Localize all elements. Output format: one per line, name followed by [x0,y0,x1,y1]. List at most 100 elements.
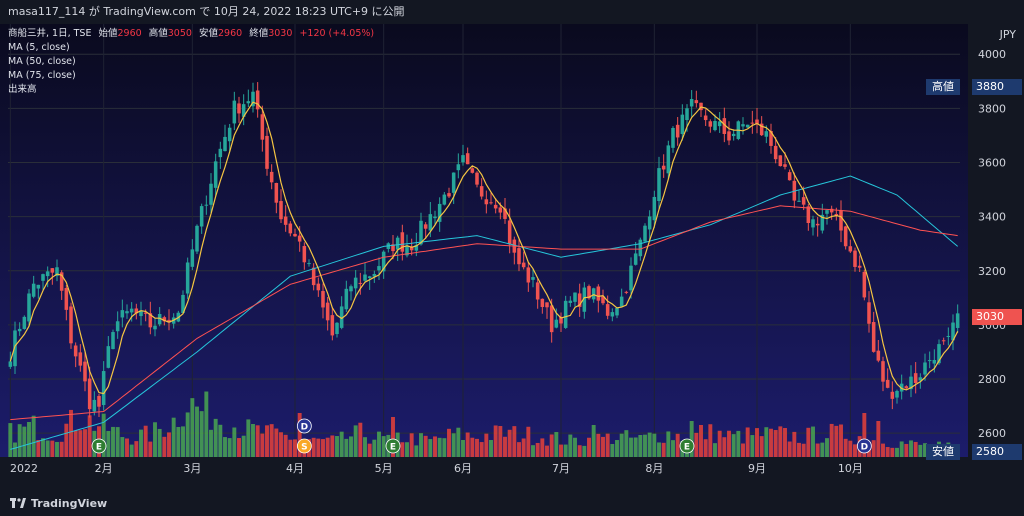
candle-body [871,322,876,352]
volume-bar [377,431,381,457]
volume-bar [437,437,442,457]
volume-bar [279,432,283,457]
volume-bar [899,441,904,457]
volume-bar [661,442,666,457]
legend-volume[interactable]: 出来高 [8,84,37,95]
volume-bar [451,433,456,457]
low-tag-label: 安値 [926,444,960,460]
volume-bar [811,426,815,457]
candle-body [120,310,125,318]
volume-bar [349,436,353,457]
volume-bar [465,432,470,457]
moving-averages [9,101,959,450]
candle-body [820,214,825,231]
candle-body [582,287,587,312]
volume-bar [55,441,59,457]
volume-bar [153,422,157,457]
legend-ma50[interactable]: MA (50, close) [8,56,76,67]
volume-bar [727,430,731,457]
candle-body [531,277,535,280]
candle-body [316,283,321,291]
candle-body [97,395,101,407]
volume-bar [321,439,325,457]
volume-bar [129,444,134,457]
candle-body [59,272,64,291]
volume-bar [391,417,395,457]
volume-bar [428,439,433,457]
candle-body [139,310,143,317]
candle-body [507,220,512,245]
candle-body [293,233,297,237]
candle-body [475,172,479,185]
candle-body [489,202,493,204]
volume-bar [540,438,545,457]
volume-bar [755,428,759,457]
price-chart[interactable]: E SDE E D 40003800360034003200300028002600 … [0,24,1024,491]
volume-bar [143,425,148,457]
volume-bar [409,433,414,457]
candle-body [423,224,428,229]
ma5-line [9,101,959,395]
volume-bar [825,438,829,457]
event-letter: D [301,423,308,433]
legend-ma5[interactable]: MA (5, close) [8,42,70,53]
candle-body [349,286,353,292]
candle-body [643,225,647,242]
volume-bar [517,442,521,457]
volume-bar [764,427,769,457]
legend-ma75[interactable]: MA (75, close) [8,70,76,81]
candle-body [815,223,820,226]
candle-body [839,210,843,231]
volume-bar [479,442,484,457]
candle-body [890,391,895,399]
volume-bar [274,428,279,457]
volume-bar [843,438,848,457]
volume-bar [531,445,535,457]
x-tick-label: 5月 [375,462,393,475]
candle-body [330,315,335,336]
volume-bar [251,424,255,457]
volume-bar [722,437,727,457]
candle-body [232,100,237,124]
candle-body [853,250,857,267]
event-circle [296,438,312,454]
candle-body [554,319,559,328]
candle-body [92,399,97,412]
candle-body [549,305,554,333]
candle-body [685,108,689,121]
candle-body [652,196,657,221]
volume-bar [895,447,899,457]
candle-body [521,262,526,268]
candle-body [129,308,134,313]
volume-bar [610,444,615,457]
candle-body [428,214,433,231]
candle-body [64,288,69,310]
ma75-line [10,175,959,450]
volume-bar [587,437,591,457]
candle-body [927,360,932,362]
candle-body [148,313,153,328]
time-axis: 2022 2月 3月 4月 5月 6月 7月 8月 9月 10月 [10,462,863,475]
candle-body [115,321,120,332]
candle-body [731,133,736,137]
candle-body [867,302,871,324]
candle-body [167,319,171,323]
volume-bar [801,443,806,457]
candle-body [106,346,111,368]
volume-bar [526,426,531,457]
candle-body [759,123,764,136]
volume-bar [167,432,171,457]
candle-body [101,371,106,405]
volume-bar [195,406,199,457]
candle-body [615,307,619,316]
event-circle [679,438,695,454]
tradingview-logo[interactable]: TradingView [10,497,107,510]
candle-body [899,383,904,392]
candle-body [876,350,881,361]
candle-body [577,293,582,307]
volume-bar [554,432,559,457]
candle-body [587,286,591,299]
candle-body [783,164,787,167]
candle-body [223,136,227,152]
candle-body [708,121,713,127]
